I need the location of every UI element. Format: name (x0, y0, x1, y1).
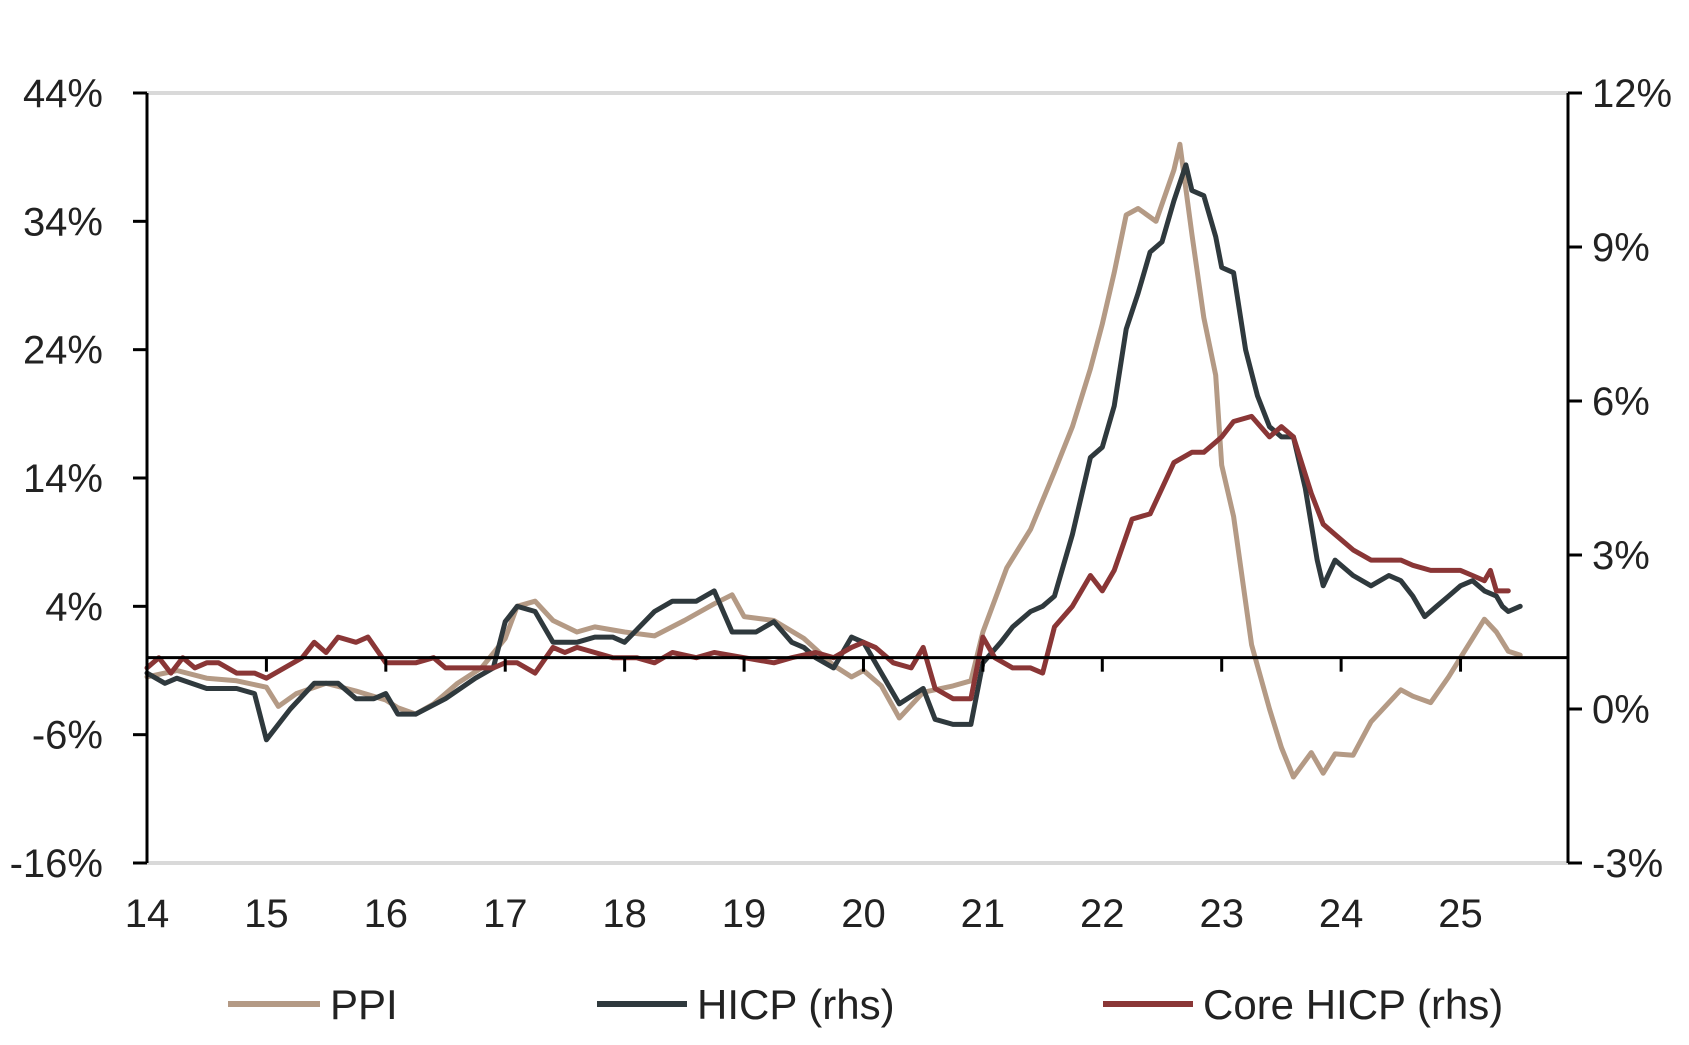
x-axis-tick-label: 25 (1438, 892, 1483, 936)
right-axis-tick-label: 9% (1592, 226, 1650, 270)
series-line-core-hicp-rhs (144, 413, 1511, 702)
x-axis-tick-label: 18 (602, 892, 647, 936)
right-axis-tick-label: 6% (1592, 380, 1650, 424)
legend-item: PPI (228, 981, 398, 1028)
x-axis-tick-label: 21 (961, 892, 1006, 936)
left-axis-tick-label: -6% (32, 714, 103, 758)
legend-label: Core HICP (rhs) (1203, 981, 1503, 1028)
legend-item: HICP (rhs) (597, 981, 895, 1028)
left-axis-tick-label: 4% (45, 585, 103, 629)
x-axis-tick-label: 24 (1319, 892, 1364, 936)
series-line-hicp-rhs (144, 162, 1523, 743)
x-axis-tick-label: 20 (841, 892, 886, 936)
left-axis-tick-label: 34% (23, 200, 103, 244)
left-axis-tick-label: -16% (10, 842, 103, 886)
right-axis-tick-label: 0% (1592, 688, 1650, 732)
legend-item: Core HICP (rhs) (1103, 981, 1503, 1028)
x-axis-tick-label: 17 (483, 892, 528, 936)
x-axis-tick-label: 22 (1080, 892, 1125, 936)
left-axis-tick-label: 24% (23, 329, 103, 373)
x-axis-tick-label: 19 (722, 892, 767, 936)
series-line-ppi (144, 141, 1523, 780)
x-axis-tick-label: 14 (125, 892, 170, 936)
x-axis-tick-label: 16 (364, 892, 409, 936)
legend-label: HICP (rhs) (697, 981, 895, 1028)
right-axis-tick-label: 3% (1592, 534, 1650, 578)
right-axis-tick-label: 12% (1592, 72, 1672, 116)
x-axis-tick-label: 15 (244, 892, 289, 936)
left-axis-tick-label: 14% (23, 457, 103, 501)
legend-label: PPI (330, 981, 398, 1028)
left-axis-tick-label: 44% (23, 72, 103, 116)
right-axis-tick-label: -3% (1592, 842, 1663, 886)
x-axis-tick-label: 23 (1199, 892, 1244, 936)
